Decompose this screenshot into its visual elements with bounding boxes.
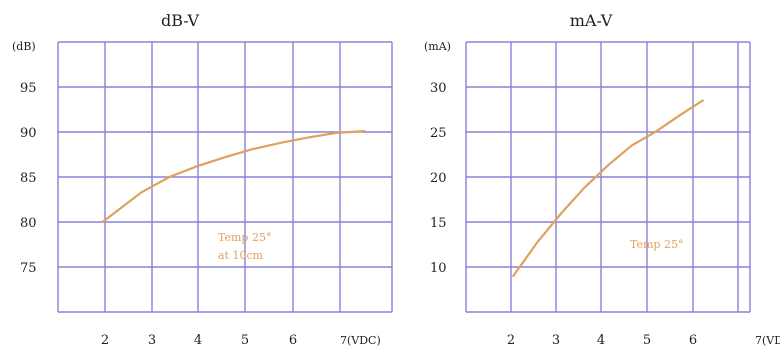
series-line <box>512 99 704 278</box>
y-tick-label: 75 <box>20 261 37 276</box>
series-line <box>101 130 366 224</box>
x-tick-labels: 2 3 4 5 6 <box>101 333 297 348</box>
y-tick-label: 85 <box>20 171 37 186</box>
grid <box>465 41 751 313</box>
annotation-line-1: Temp 25° <box>218 231 271 244</box>
x-tick-label: 6 <box>689 333 697 348</box>
x-tick-label: 3 <box>552 333 560 348</box>
chart-db-v: dB-V (dB) 7(VDC) 95 90 85 80 75 2 3 4 5 6 Temp 2… <box>12 11 393 348</box>
y-tick-labels: 30 25 20 15 10 <box>430 81 447 276</box>
y-tick-labels: 95 90 85 80 75 <box>20 81 37 276</box>
x-unit-label: 7(VDC) <box>340 334 381 347</box>
y-tick-label: 10 <box>430 261 447 276</box>
x-tick-label: 2 <box>101 333 109 348</box>
chart-title: dB-V <box>161 11 200 30</box>
chart-ma-v: mA-V (mA) 30 25 20 15 10 2 3 4 5 6 7(VDC Temp 25° <box>424 11 780 348</box>
x-tick-label: 4 <box>194 333 202 348</box>
x-tick-label: 4 <box>597 333 605 348</box>
x-tick-label: 5 <box>643 333 651 348</box>
x-tick-label: 3 <box>148 333 156 348</box>
y-tick-label: 30 <box>430 81 447 96</box>
annotation-line-2: at 10cm <box>218 249 264 262</box>
y-tick-label: 90 <box>20 126 37 141</box>
annotation-line-1: Temp 25° <box>630 238 683 251</box>
y-tick-label: 20 <box>430 171 447 186</box>
x-tick-label: 2 <box>507 333 515 348</box>
y-tick-label: 80 <box>20 216 37 231</box>
x-tick-label: 6 <box>289 333 297 348</box>
x-unit-label: 7(VDC <box>755 334 780 347</box>
y-tick-label: 95 <box>20 81 37 96</box>
y-tick-label: 15 <box>430 216 447 231</box>
y-unit-label: (mA) <box>424 40 451 53</box>
grid <box>57 41 393 313</box>
y-unit-label: (dB) <box>12 40 36 53</box>
chart-title: mA-V <box>570 11 613 30</box>
x-tick-label: 5 <box>241 333 249 348</box>
y-tick-label: 25 <box>430 126 447 141</box>
x-tick-labels: 2 3 4 5 6 7(VDC <box>507 333 780 348</box>
